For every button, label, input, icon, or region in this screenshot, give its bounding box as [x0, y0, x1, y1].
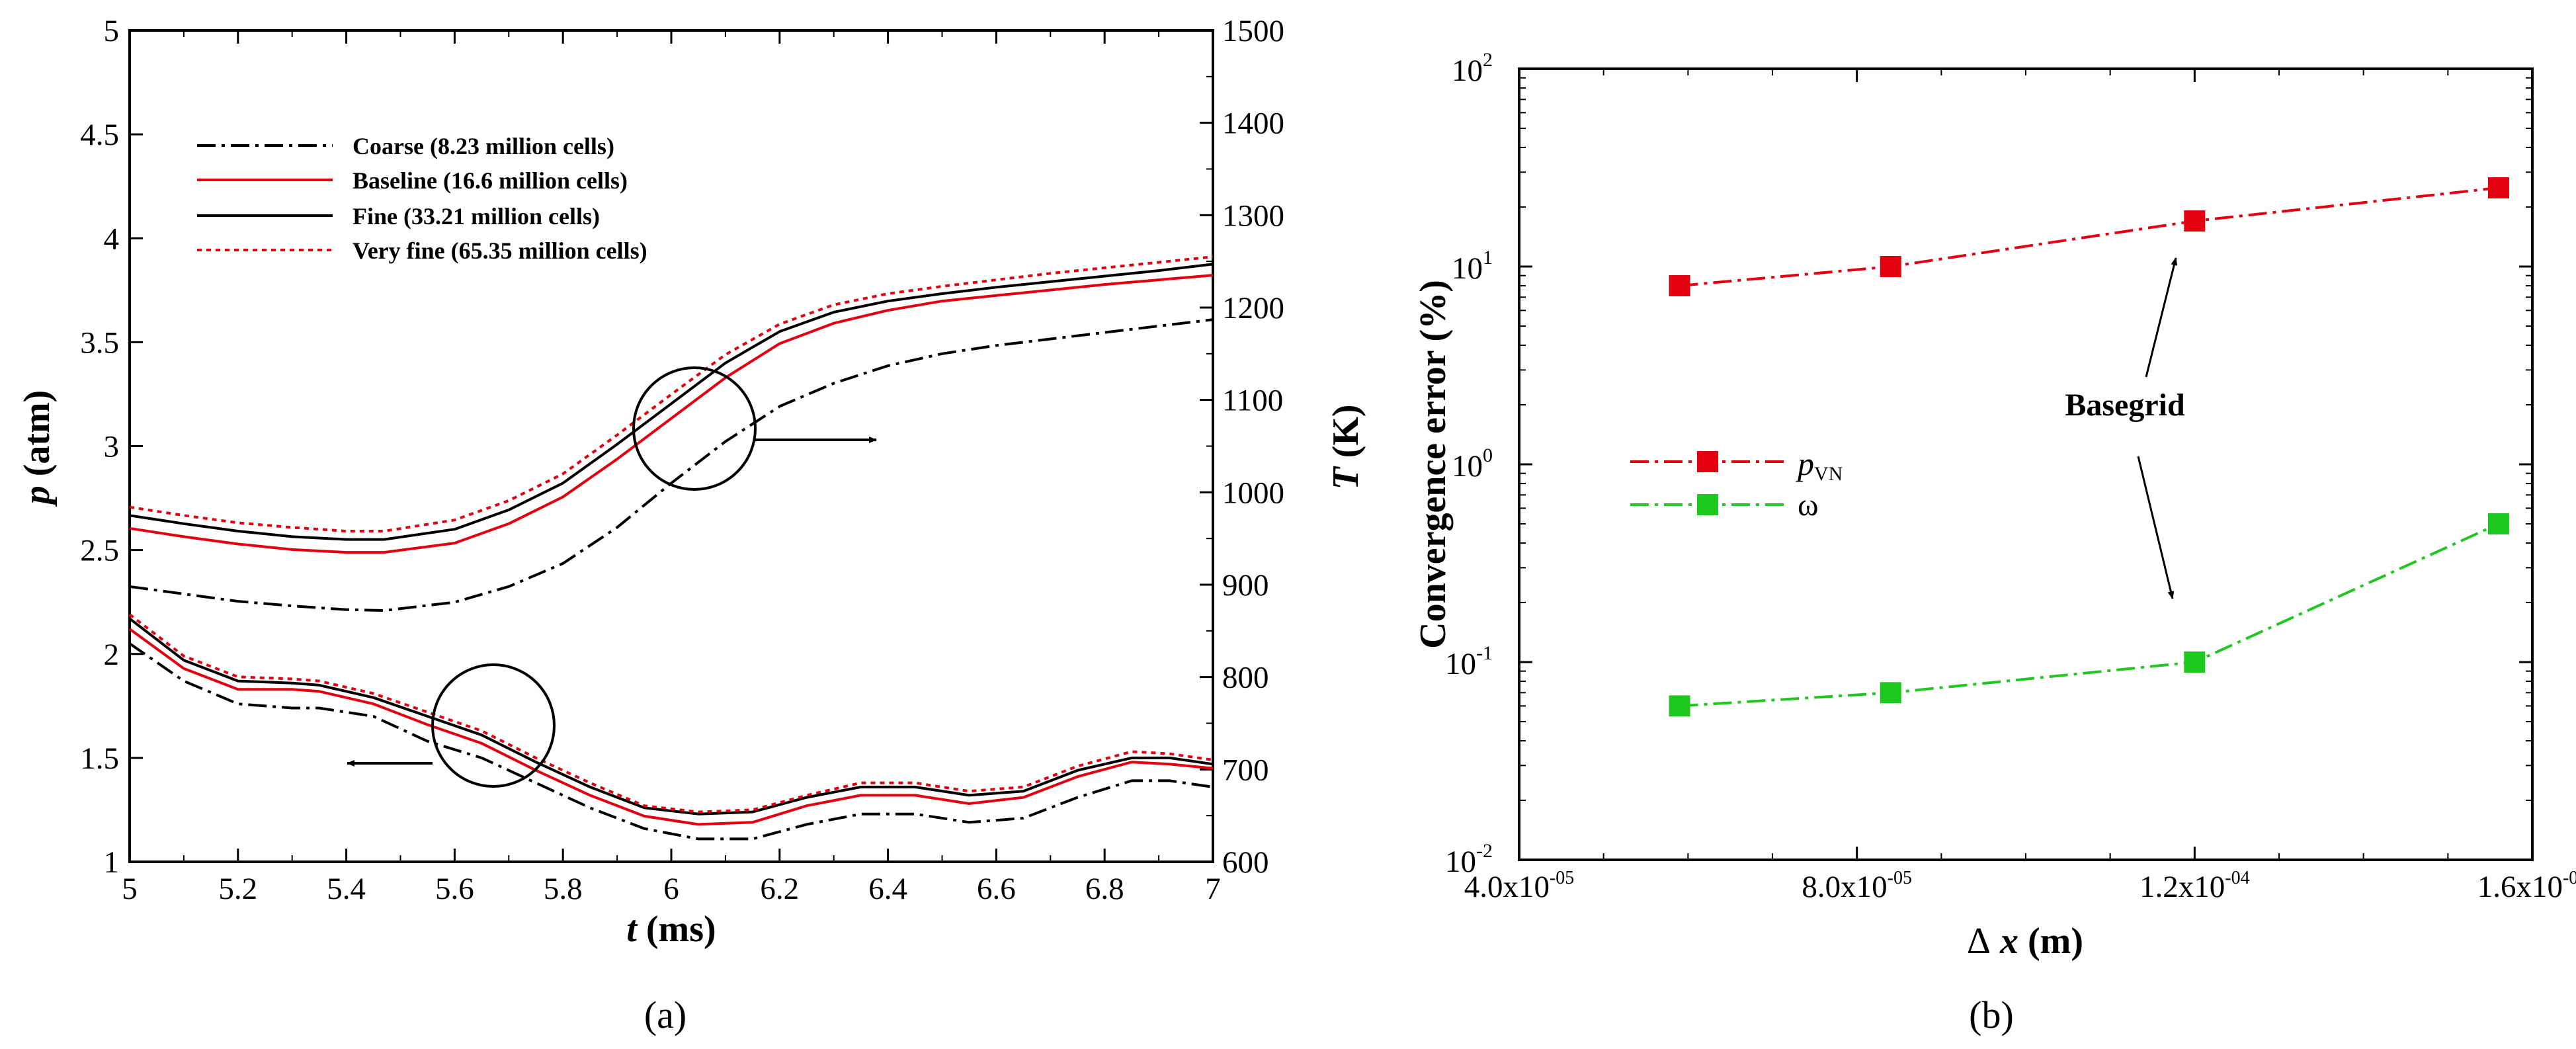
legend-label-coarse: Coarse (8.23 million cells) [353, 133, 614, 159]
a-y-left-tick-label: 3.5 [80, 325, 119, 360]
temperature-curve-fine [129, 263, 1214, 541]
temperature-curve-coarse [129, 318, 1214, 612]
temperature-curve-baseline [129, 274, 1214, 554]
a-y-left-tick-label: 1.5 [80, 741, 119, 776]
panel-a-curves [128, 255, 1214, 841]
a-y-left-tick-label: 2 [104, 638, 120, 672]
a-y-left-tick-label: 4 [104, 222, 120, 256]
series-line-omega [1679, 523, 2499, 708]
panel-a-plot-frame [128, 29, 1214, 863]
panel-b-y-title: Convergence error (%) [1413, 280, 1454, 649]
legend-marker-omega [1697, 494, 1718, 515]
data-point-pvn [2184, 210, 2206, 232]
legend-label-baseline: Baseline (16.6 million cells) [353, 167, 628, 194]
a-x-tick-label: 6.8 [1085, 872, 1124, 906]
a-x-tick-label: 6.6 [977, 872, 1016, 906]
a-y-left-tick-label: 1 [104, 845, 120, 880]
panel-b-curves [1669, 177, 2509, 717]
basegrid-annotation-label: Basegrid [2065, 388, 2185, 423]
a-x-tick-label: 6 [663, 872, 679, 906]
data-point-pvn [1880, 256, 1901, 277]
panel-a-legend: Coarse (8.23 million cells) Baseline (16… [197, 133, 647, 264]
a-y-right-tick-label: 1200 [1222, 291, 1284, 325]
a-y-left-tick-label: 5 [104, 14, 120, 48]
panel-b-ticks: 4.0x10-05 8.0x10-05 1.2x10-04 1.6x10-04 10-2… [1445, 49, 2576, 904]
a-y-left-tick-label: 4.5 [80, 118, 119, 152]
basegrid-arrow-to-omega [2137, 456, 2175, 599]
b-x-tick-label: 8.0x10-05 [1802, 868, 1912, 904]
pressure-curve-fine [128, 617, 1214, 816]
basegrid-arrow-to-pvn [2145, 257, 2178, 378]
panel-b-legend: pVN ω [1630, 445, 1843, 523]
a-y-right-tick-label: 600 [1222, 845, 1269, 880]
data-point-omega [2184, 651, 2206, 673]
b-y-tick-label: 102 [1452, 49, 1493, 88]
a-y-right-tick-label: 800 [1222, 661, 1269, 695]
b-y-tick-label: 10-1 [1445, 642, 1493, 681]
data-point-omega [1669, 695, 1690, 717]
data-point-omega [2487, 513, 2509, 535]
a-y-right-tick-label: 900 [1222, 568, 1269, 603]
temperature-curve-very-fine [129, 255, 1214, 532]
pressure-annotation-circle [431, 663, 556, 788]
panel-a-x-title: t (ms) [626, 909, 716, 950]
a-y-right-tick-label: 1300 [1222, 198, 1284, 233]
a-x-tick-label: 7 [1205, 872, 1221, 906]
panel-a-y-right-title: T (K) [1325, 404, 1366, 489]
panel-b-caption: (b) [1969, 993, 2014, 1036]
b-y-tick-label: 100 [1452, 444, 1493, 483]
panel-a-ticks: 5 5.2 5.4 5.6 5.8 6 6.2 6.4 6.6 6.8 7 1 1.5 2 2.5 3 3.5 4… [80, 14, 1284, 906]
panel-a-caption: (a) [644, 993, 686, 1036]
b-y-tick-label: 10-2 [1445, 840, 1493, 879]
a-y-left-tick-label: 2.5 [80, 534, 119, 568]
b-x-tick-label: 1.2x10-04 [2140, 868, 2250, 904]
a-y-right-tick-label: 1000 [1222, 476, 1284, 510]
panel-b: 4.0x10-05 8.0x10-05 1.2x10-04 1.6x10-04 10-2… [1413, 49, 2576, 1036]
pressure-curve-baseline [128, 628, 1214, 826]
a-x-tick-label: 5.2 [218, 872, 257, 906]
a-y-left-tick-label: 3 [104, 430, 120, 464]
a-y-right-tick-label: 1100 [1222, 384, 1283, 418]
series-line-pvn [1679, 187, 2499, 287]
pressure-curve-coarse [128, 642, 1214, 841]
pressure-curve-very-fine [128, 613, 1214, 814]
legend-label-very-fine: Very fine (65.35 million cells) [353, 237, 647, 264]
a-x-tick-label: 5.6 [435, 872, 474, 906]
panel-a-y-left-title: p (atm) [17, 390, 58, 507]
legend-label-fine: Fine (33.21 million cells) [353, 203, 600, 230]
b-x-tick-label: 4.0x10-05 [1464, 868, 1575, 904]
a-y-right-tick-label: 1400 [1222, 106, 1284, 141]
a-x-tick-label: 6.2 [760, 872, 799, 906]
legend-label-omega: ω [1798, 487, 1819, 523]
temperature-annotation-circle [632, 366, 757, 491]
legend-label-pvn: pVN [1796, 445, 1843, 485]
panel-b-x-title: Δ x (m) [1967, 921, 2083, 962]
a-x-tick-label: 6.4 [868, 872, 907, 906]
data-point-pvn [1669, 274, 1690, 296]
panel-a: 5 5.2 5.4 5.6 5.8 6 6.2 6.4 6.6 6.8 7 1 1.5 2 2.5 3 3.5 4… [17, 14, 1366, 1036]
legend-marker-pvn [1697, 451, 1718, 472]
panel-b-plot-frame [1518, 67, 2534, 861]
b-x-tick-label: 1.6x10-04 [2477, 868, 2576, 904]
a-x-tick-label: 5.8 [544, 872, 583, 906]
a-y-right-tick-label: 1500 [1222, 14, 1284, 48]
a-y-right-tick-label: 700 [1222, 753, 1269, 787]
data-point-pvn [2487, 177, 2509, 199]
data-point-omega [1880, 682, 1901, 704]
a-x-tick-label: 5 [122, 872, 138, 906]
a-x-tick-label: 5.4 [327, 872, 366, 906]
b-y-tick-label: 101 [1452, 247, 1493, 286]
